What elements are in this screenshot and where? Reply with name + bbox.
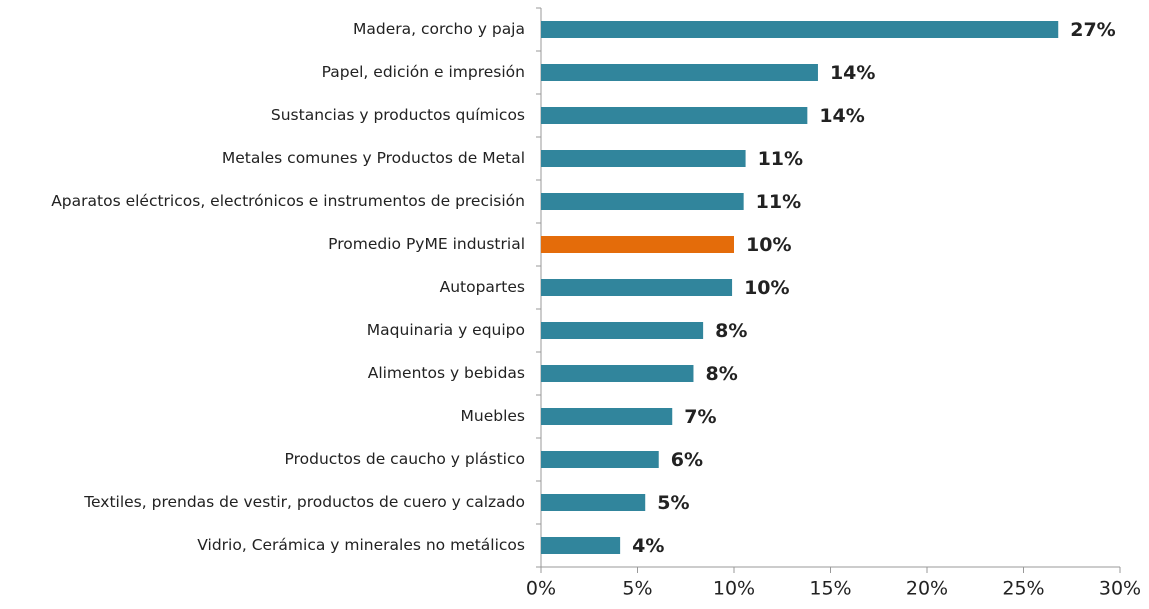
category-label: Maquinaria y equipo: [367, 321, 525, 339]
bar: [541, 236, 734, 253]
value-label: 10%: [744, 277, 789, 299]
category-label: Papel, edición e impresión: [322, 63, 525, 81]
bar: [541, 21, 1059, 38]
value-label: 7%: [684, 406, 716, 428]
category-label: Textiles, prendas de vestir, productos d…: [83, 493, 525, 511]
bar: [541, 107, 808, 124]
value-label: 5%: [657, 492, 689, 514]
bar: [541, 537, 621, 554]
category-label: Productos de caucho y plástico: [285, 450, 525, 468]
x-tick-label: 10%: [713, 578, 755, 600]
bar: [541, 322, 704, 339]
category-label: Sustancias y productos químicos: [271, 106, 525, 124]
category-label: Muebles: [461, 407, 526, 425]
value-label: 10%: [746, 234, 791, 256]
value-label: 11%: [758, 148, 803, 170]
category-label: Madera, corcho y paja: [353, 20, 525, 38]
bar: [541, 150, 746, 167]
x-tick-label: 25%: [1002, 578, 1044, 600]
x-tick-label: 20%: [906, 578, 948, 600]
x-tick-label: 30%: [1099, 578, 1141, 600]
value-label: 8%: [705, 363, 737, 385]
value-label: 6%: [671, 449, 703, 471]
x-tick-label: 0%: [526, 578, 556, 600]
category-label: Promedio PyME industrial: [328, 235, 525, 253]
bar: [541, 279, 733, 296]
bar: [541, 64, 818, 81]
value-label: 27%: [1070, 19, 1115, 41]
category-label: Autopartes: [440, 278, 525, 296]
bar: [541, 365, 694, 382]
value-label: 14%: [819, 105, 864, 127]
bar: [541, 494, 646, 511]
value-label: 11%: [756, 191, 801, 213]
value-label: 8%: [715, 320, 747, 342]
category-label: Metales comunes y Productos de Metal: [222, 149, 525, 167]
category-label: Aparatos eléctricos, electrónicos e inst…: [51, 192, 525, 210]
bar: [541, 408, 673, 425]
value-label: 4%: [632, 535, 664, 557]
bar: [541, 193, 744, 210]
value-label: 14%: [830, 62, 875, 84]
x-tick-label: 15%: [809, 578, 851, 600]
bar: [541, 451, 659, 468]
x-tick-label: 5%: [622, 578, 652, 600]
category-label: Alimentos y bebidas: [368, 364, 525, 382]
category-label: Vidrio, Cerámica y minerales no metálico…: [197, 536, 525, 554]
